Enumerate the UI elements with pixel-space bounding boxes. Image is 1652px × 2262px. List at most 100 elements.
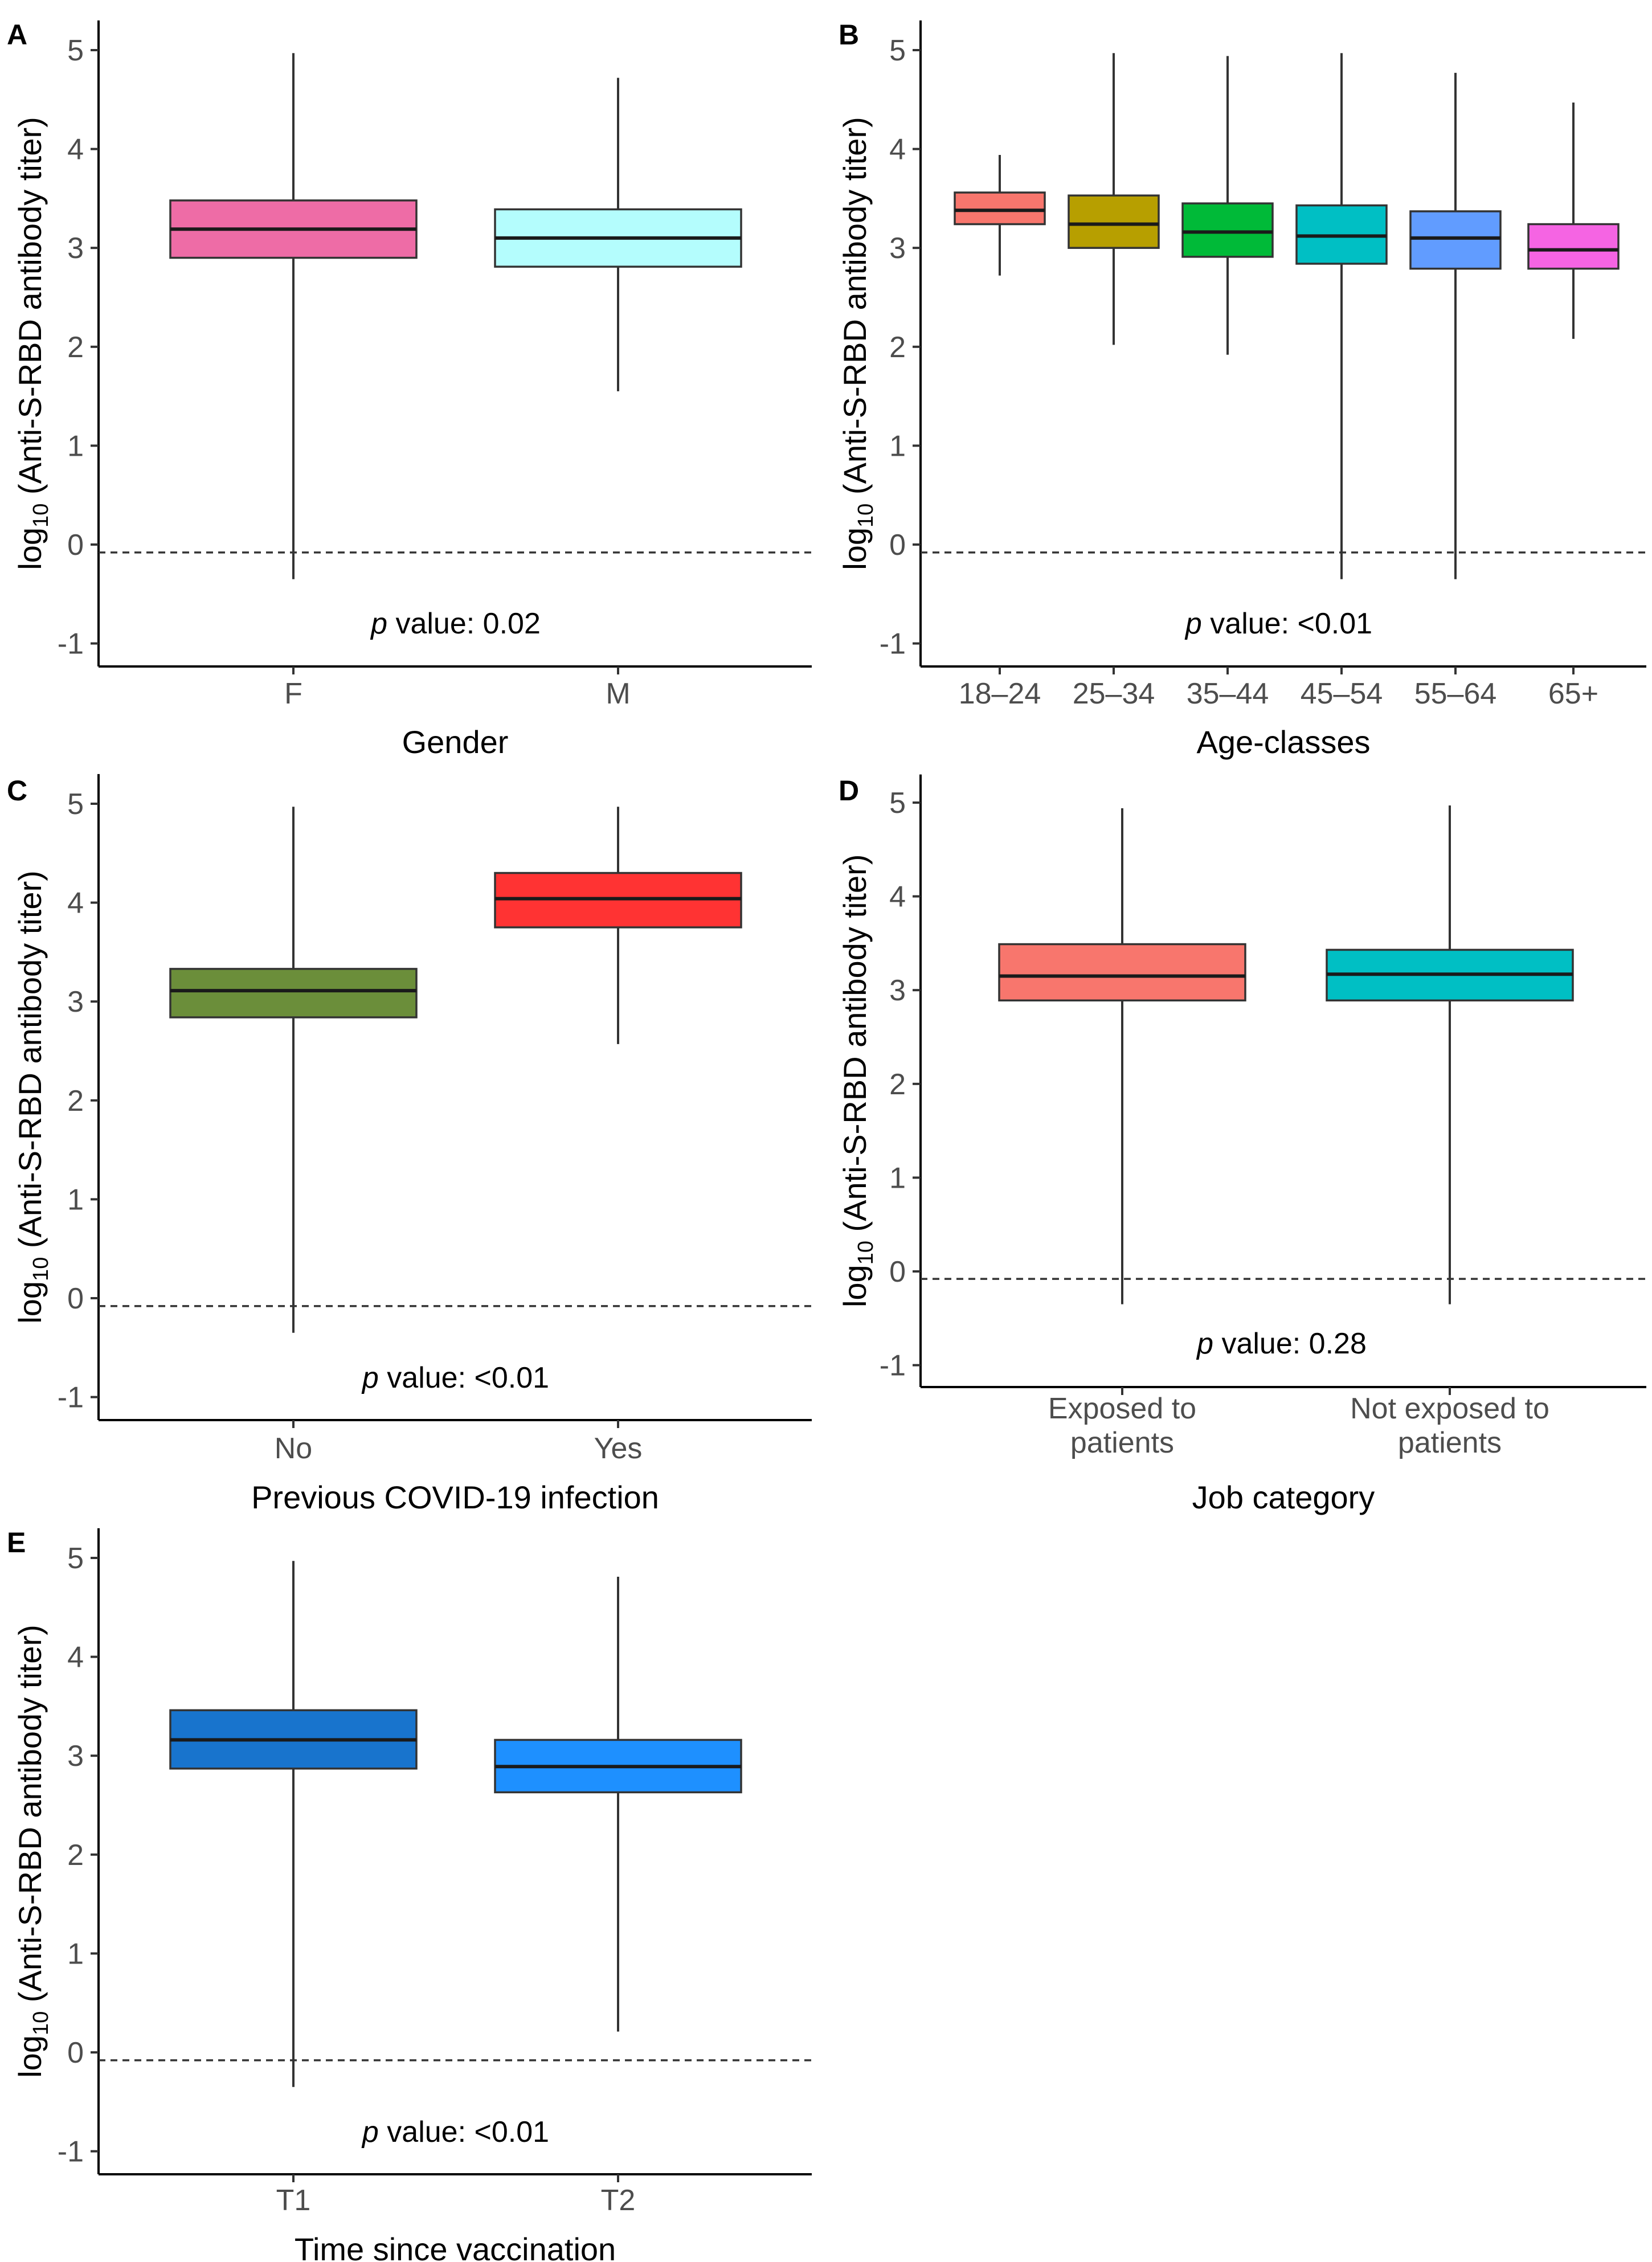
x-tick-label: 25–34 xyxy=(1073,677,1155,710)
y-tick-label: 1 xyxy=(67,1937,84,1970)
x-tick-label-line: Yes xyxy=(594,1432,643,1465)
p-value-annotation: p value: <0.01 xyxy=(361,2116,549,2149)
x-tick-label: M xyxy=(606,677,630,710)
y-tick-label: 4 xyxy=(889,133,906,166)
p-value-annotation: p value: 0.28 xyxy=(1196,1327,1367,1360)
x-tick-label-line: 55–64 xyxy=(1414,677,1497,710)
x-tick-label-line: T2 xyxy=(601,2184,636,2217)
x-tick-label: No xyxy=(275,1432,312,1465)
x-axis-title: Gender xyxy=(402,724,509,760)
iqr-box xyxy=(1527,223,1620,270)
x-tick-label: 18–24 xyxy=(959,677,1041,710)
box-c-2 xyxy=(494,807,742,1044)
y-axis-title-log: log xyxy=(12,2035,48,2078)
y-tick-label: 3 xyxy=(67,985,84,1018)
p-value-italic: p xyxy=(361,2116,379,2149)
y-tick-label: 4 xyxy=(889,881,906,914)
x-tick-label: T2 xyxy=(601,2184,636,2217)
y-tick-label: 1 xyxy=(67,1183,84,1216)
x-axis-title: Job category xyxy=(1192,1479,1375,1515)
box-c-1 xyxy=(169,807,418,1333)
p-value-number: : 0.02 xyxy=(467,607,541,640)
x-tick-label-line: patients xyxy=(1398,1426,1502,1459)
y-tick-label: 0 xyxy=(67,2036,84,2069)
y-tick-label: -1 xyxy=(880,628,906,661)
p-value-number: : <0.01 xyxy=(458,2116,549,2149)
y-axis-title-sub: 10 xyxy=(29,2011,53,2035)
y-tick-label: 3 xyxy=(67,232,84,265)
panel-letter: C xyxy=(7,775,27,807)
p-value-italic: p xyxy=(370,607,387,640)
p-value-word: value xyxy=(379,1361,458,1394)
p-value-italic: p xyxy=(1184,607,1202,640)
y-tick-label: 0 xyxy=(67,1282,84,1315)
iqr-box xyxy=(169,968,418,1018)
p-value-word: value xyxy=(1213,1327,1293,1360)
x-tick-label: 65+ xyxy=(1548,677,1598,710)
y-tick-label: 0 xyxy=(889,529,906,562)
p-value-number: : 0.28 xyxy=(1293,1327,1367,1360)
y-tick-label: 3 xyxy=(889,232,906,265)
y-tick-label: 5 xyxy=(889,787,906,820)
panel-letter: B xyxy=(839,19,859,51)
box-d-1 xyxy=(998,808,1246,1304)
y-tick-label: 2 xyxy=(67,1085,84,1118)
box-b-3 xyxy=(1181,56,1274,355)
y-tick-label: 5 xyxy=(889,34,906,67)
x-tick-label: Not exposed to patients xyxy=(1350,1392,1549,1459)
y-tick-label: 4 xyxy=(67,887,84,920)
iqr-box xyxy=(1068,194,1160,249)
y-axis-title: log10 (Anti-S-RBD antibody titer) xyxy=(12,870,53,1323)
y-tick-label: 4 xyxy=(67,133,84,166)
y-axis-title-rest: (Anti-S-RBD antibody titer) xyxy=(12,117,48,503)
y-axis-title-rest: (Anti-S-RBD antibody titer) xyxy=(837,854,873,1241)
y-tick-label: 3 xyxy=(67,1740,84,1773)
y-axis-title-log: log xyxy=(837,527,873,570)
x-tick-label-line: F xyxy=(284,677,302,710)
x-tick-label-line: Exposed to xyxy=(1048,1392,1196,1425)
p-value-annotation: p value: <0.01 xyxy=(1184,607,1372,640)
y-axis-title-sub: 10 xyxy=(29,1257,53,1281)
y-axis-title-rest: (Anti-S-RBD antibody titer) xyxy=(12,1625,48,2011)
box-a-2 xyxy=(494,77,742,391)
x-tick-label: Yes xyxy=(594,1432,643,1465)
iqr-box xyxy=(954,191,1046,226)
x-tick-label: T1 xyxy=(276,2184,311,2217)
p-value-italic: p xyxy=(1196,1327,1213,1360)
y-axis-title-sub: 10 xyxy=(854,504,878,527)
x-axis-title: Age-classes xyxy=(1196,724,1370,760)
p-value-annotation: p value: <0.01 xyxy=(361,1361,549,1394)
x-axis-title: Previous COVID-19 infection xyxy=(251,1479,659,1515)
iqr-box xyxy=(1409,210,1502,270)
y-tick-label: 1 xyxy=(67,430,84,463)
y-tick-label: 5 xyxy=(67,1542,84,1575)
panel-letter: D xyxy=(839,775,859,807)
y-tick-label: 5 xyxy=(67,34,84,67)
y-axis-title-rest: (Anti-S-RBD antibody titer) xyxy=(12,870,48,1257)
y-axis-title-rest: (Anti-S-RBD antibody titer) xyxy=(837,117,873,503)
y-tick-label: 2 xyxy=(889,331,906,364)
y-tick-label: 4 xyxy=(67,1641,84,1674)
y-tick-label: 1 xyxy=(889,1161,906,1195)
box-e-2 xyxy=(494,1576,742,2032)
x-tick-label-line: T1 xyxy=(276,2184,311,2217)
y-tick-label: 1 xyxy=(889,430,906,463)
x-tick-label-line: 18–24 xyxy=(959,677,1041,710)
x-tick-label: Exposed to patients xyxy=(1048,1392,1196,1459)
x-tick-label: 35–44 xyxy=(1187,677,1269,710)
x-tick-label: F xyxy=(284,677,302,710)
y-axis-title: log10 (Anti-S-RBD antibody titer) xyxy=(837,117,878,570)
x-tick-label: 55–64 xyxy=(1414,677,1497,710)
y-tick-label: 5 xyxy=(67,788,84,821)
x-tick-label-line: patients xyxy=(1070,1426,1174,1459)
y-tick-label: -1 xyxy=(58,2136,84,2169)
y-axis-title-log: log xyxy=(12,1281,48,1324)
p-value-italic: p xyxy=(361,1361,379,1394)
y-tick-label: 3 xyxy=(889,974,906,1007)
box-b-1 xyxy=(954,155,1046,276)
p-value-number: : <0.01 xyxy=(458,1361,549,1394)
panel-letter: E xyxy=(7,1527,26,1559)
